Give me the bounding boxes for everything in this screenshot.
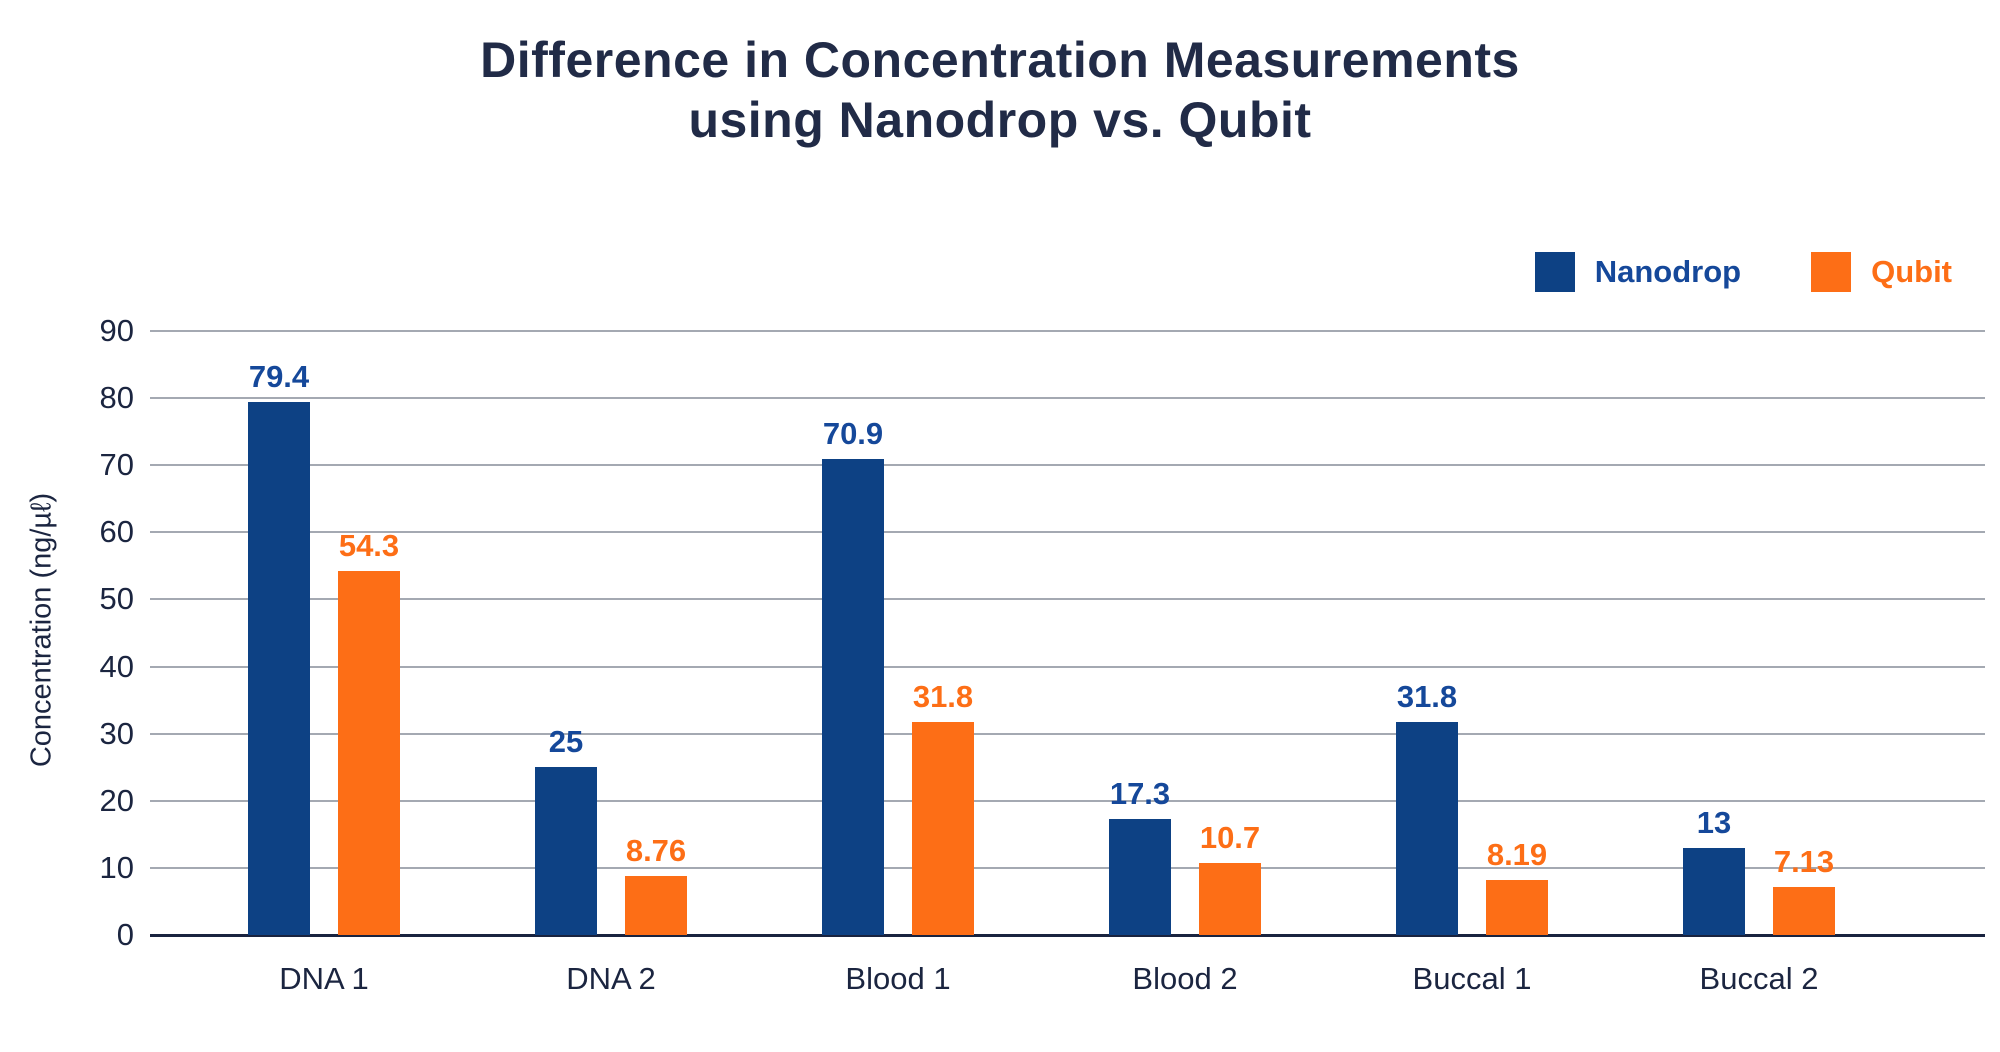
y-tick-label-60: 60 bbox=[99, 514, 134, 550]
bar-nanodrop-dna-2 bbox=[535, 767, 597, 935]
bar-value-label-nanodrop-blood-1: 70.9 bbox=[822, 416, 884, 452]
x-category-label-blood-2: Blood 2 bbox=[1132, 961, 1238, 996]
bar-nanodrop-buccal-1 bbox=[1396, 721, 1458, 935]
bar-value-label-qubit-blood-2: 10.7 bbox=[1199, 820, 1261, 856]
gridline-20 bbox=[150, 799, 1985, 802]
gridline-40 bbox=[150, 665, 1985, 668]
gridline-70 bbox=[150, 464, 1985, 467]
gridline-30 bbox=[150, 732, 1985, 735]
bar-value-label-qubit-buccal-1: 8.19 bbox=[1486, 837, 1548, 873]
x-category-label-buccal-1: Buccal 1 bbox=[1412, 961, 1532, 996]
bar-value-label-qubit-buccal-2: 7.13 bbox=[1773, 844, 1835, 880]
gridline-50 bbox=[150, 598, 1985, 601]
qubit-swatch bbox=[1811, 252, 1852, 292]
bar-qubit-blood-1 bbox=[912, 721, 974, 935]
bar-value-label-nanodrop-buccal-2: 13 bbox=[1696, 804, 1732, 840]
y-tick-label-40: 40 bbox=[99, 648, 134, 684]
bar-nanodrop-blood-1 bbox=[822, 459, 884, 935]
bar-value-label-nanodrop-dna-2: 25 bbox=[548, 724, 584, 760]
y-tick-label-0: 0 bbox=[116, 917, 134, 952]
bar-qubit-blood-2 bbox=[1199, 863, 1261, 935]
gridline-10 bbox=[150, 866, 1985, 869]
x-category-label-buccal-2: Buccal 2 bbox=[1699, 961, 1819, 996]
y-tick-label-50: 50 bbox=[99, 581, 134, 617]
bar-value-label-nanodrop-blood-2: 17.3 bbox=[1109, 775, 1171, 811]
gridline-90 bbox=[150, 330, 1985, 332]
y-tick-label-20: 20 bbox=[99, 782, 134, 818]
bar-nanodrop-buccal-2 bbox=[1683, 847, 1745, 935]
x-category-label-dna-1: DNA 1 bbox=[279, 961, 369, 996]
y-tick-label-80: 80 bbox=[99, 380, 134, 416]
chart-title: Difference in Concentration Measurements… bbox=[0, 30, 2000, 150]
nanodrop-swatch bbox=[1534, 252, 1575, 292]
gridline-80 bbox=[150, 397, 1985, 400]
x-axis-line bbox=[150, 933, 1985, 937]
x-category-label-blood-1: Blood 1 bbox=[845, 961, 951, 996]
bar-qubit-buccal-2 bbox=[1773, 887, 1835, 935]
y-tick-label-70: 70 bbox=[99, 447, 134, 483]
bar-qubit-buccal-1 bbox=[1486, 880, 1548, 935]
bar-nanodrop-blood-2 bbox=[1109, 818, 1171, 935]
legend-item-qubit: Qubit bbox=[1811, 252, 1952, 292]
bar-value-label-nanodrop-dna-1: 79.4 bbox=[248, 359, 310, 395]
x-category-label-dna-2: DNA 2 bbox=[566, 961, 656, 996]
chart-title-line2: using Nanodrop vs. Qubit bbox=[688, 92, 1312, 148]
bar-value-label-qubit-blood-1: 31.8 bbox=[912, 678, 974, 714]
y-tick-label-30: 30 bbox=[99, 715, 134, 751]
bar-value-label-qubit-dna-2: 8.76 bbox=[625, 833, 687, 869]
chart-title-line1: Difference in Concentration Measurements bbox=[480, 32, 1520, 88]
legend: Nanodrop Qubit bbox=[1534, 252, 1952, 292]
gridline-60 bbox=[150, 531, 1985, 534]
y-tick-label-90: 90 bbox=[99, 313, 134, 348]
y-tick-label-10: 10 bbox=[99, 849, 134, 885]
legend-label-nanodrop: Nanodrop bbox=[1594, 254, 1742, 289]
legend-item-nanodrop: Nanodrop bbox=[1534, 252, 1742, 292]
bar-qubit-dna-1 bbox=[338, 570, 400, 935]
bar-value-label-nanodrop-buccal-1: 31.8 bbox=[1396, 678, 1458, 714]
legend-label-qubit: Qubit bbox=[1871, 254, 1952, 289]
bar-qubit-dna-2 bbox=[625, 876, 687, 935]
bar-value-label-qubit-dna-1: 54.3 bbox=[338, 527, 400, 563]
bar-nanodrop-dna-1 bbox=[248, 402, 310, 935]
